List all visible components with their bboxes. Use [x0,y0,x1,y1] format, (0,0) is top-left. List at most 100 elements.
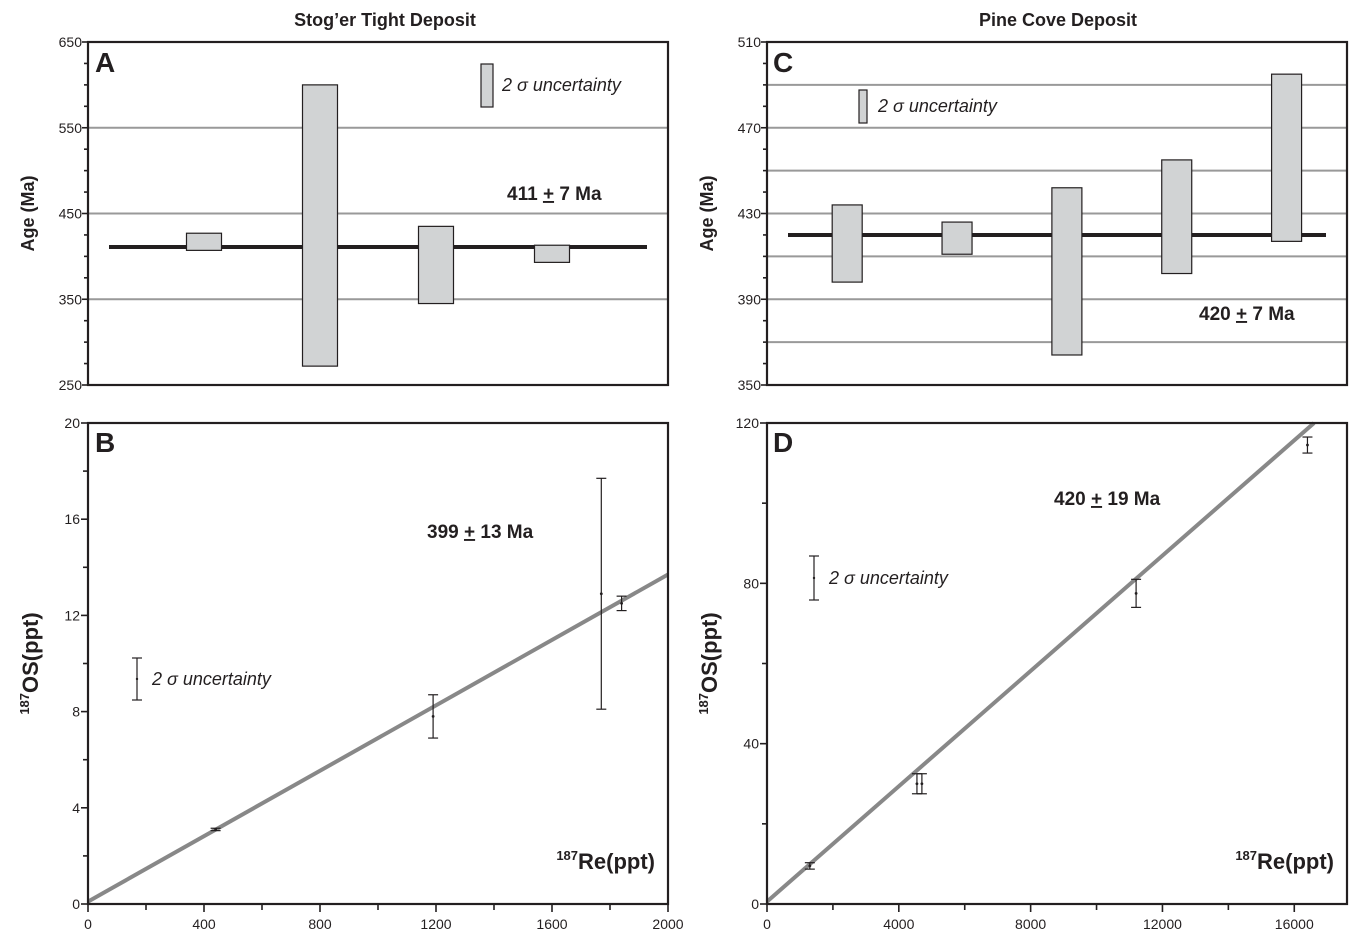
panel-label-D: D [773,427,793,458]
x-label-superscript: 187 [1235,848,1257,863]
ytick-label: 350 [59,291,83,307]
data-marker [1306,443,1309,447]
x-axis-label-D: 187Re(ppt) [1235,848,1334,874]
age-range-bar-A-1 [301,84,339,367]
panel-c: 350 390 430 470 510 C Age (Ma) 2 σ uncertainty 4… [697,34,1349,393]
xtick-label: 2000 [652,916,683,932]
age-range-bar-A-0 [185,232,223,251]
plot-frame-B [86,421,670,906]
panel-b: 0 400 800 1200 1600 2000048121620B187OS(ppt)1… [17,415,684,932]
ytick-label: 550 [59,120,83,136]
panel-label-C: C [773,47,793,78]
data-point-B-2 [596,477,607,710]
x-label-superscript: 187 [556,848,578,863]
ytick-label: 12 [64,607,80,623]
xtick-label: 1600 [536,916,567,932]
age-value: 399 [427,522,464,543]
plot-frame-C [765,40,1349,387]
ytick-label: 390 [738,291,762,307]
mean-error: 7 Ma [1247,304,1295,325]
ytick-label: 120 [736,415,760,431]
age-range-bar-A-2 [417,225,455,305]
ytick-label: 8 [72,704,80,720]
plus-minus: + [543,184,554,205]
age-range-bar-C-2 [1051,187,1083,356]
isochron-age-annotation-B: 399 + 13 Ma [427,522,534,543]
data-point-D-1 [911,773,922,795]
data-marker [599,592,603,596]
data-marker [920,782,924,786]
mean-age-annotation-A: 411 + 7 Ma [507,184,602,205]
data-point-B-3 [616,595,627,612]
data-point-D-0 [804,862,815,870]
uncertainty-label: 2 σ uncertainty [877,96,998,116]
uncertainty-bar-icon [480,63,494,108]
ytick-label: 40 [743,736,759,752]
plot-frame-A [86,40,670,387]
data-marker [620,601,623,605]
plot-frame-D [765,421,1349,906]
x-axis-label-B: 187Re(ppt) [556,848,655,874]
data-point-D-2 [916,773,927,795]
ytick-label: 16 [64,511,80,527]
age-error: 19 Ma [1102,489,1161,510]
panel-a: 250 350 450 550 650 A Age (Ma) 2 σ uncertainty 4… [18,34,670,393]
xtick-label: 0 [763,916,771,932]
ytick-label: 510 [738,34,762,50]
xtick-label: 4000 [883,916,914,932]
x-label-unit: (ppt) [606,849,655,874]
panel-d: 0 4000 8000 12000 1600004080120D187OS(ppt)18… [696,415,1349,932]
mean-age-annotation-C: 420 + 7 Ma [1199,304,1295,325]
ytick-label: 450 [59,206,83,222]
panel-label-A: A [95,47,115,78]
y-axis-label-C: Age (Ma) [697,175,717,251]
xtick-label: 1200 [420,916,451,932]
xtick-label: 800 [308,916,332,932]
age-range-bar-C-1 [941,221,973,255]
xtick-label: 16000 [1275,916,1314,932]
ytick-label: 20 [64,415,80,431]
plus-minus: + [1236,304,1247,325]
data-point-D-4 [1302,436,1313,454]
uncertainty-legend-C: 2 σ uncertainty [858,89,998,124]
data-marker [915,782,919,786]
data-point-D-3 [1131,578,1142,608]
age-range-bar-C-3 [1161,159,1193,275]
plus-minus: + [464,522,475,543]
ytick-label: 80 [743,575,759,591]
y-axis-label-D: 187OS(ppt) [696,612,722,714]
y-label-symbol: OS [697,661,722,693]
xtick-label: 400 [192,916,216,932]
uncertainty-bar-icon [858,89,868,124]
uncertainty-label: 2 σ uncertainty [501,75,622,95]
x-label-symbol: Re [578,849,606,874]
age-range-bar-C-0 [831,204,863,283]
ytick-label: 0 [72,896,80,912]
ytick-label: 4 [72,800,80,816]
mean-error: 7 Ma [554,184,602,205]
uncertainty-legend-B: 2 σ uncertainty [132,657,272,701]
ytick-label: 430 [738,206,762,222]
age-error: 13 Ma [475,522,534,543]
mean-value: 411 [507,184,543,205]
data-marker [214,828,218,831]
y-label-superscript: 187 [696,693,711,715]
y-axis-label-B: 187OS(ppt) [17,612,43,714]
isochron-fit-line-D [765,421,1316,904]
x-label-unit: (ppt) [1285,849,1334,874]
uncertainty-label: 2 σ uncertainty [828,568,949,588]
x-label-symbol: Re [1257,849,1285,874]
y-label-unit: (ppt) [697,612,722,661]
xtick-label: 8000 [1015,916,1046,932]
data-point-B-1 [428,694,439,739]
data-point-B-0 [210,827,221,832]
uncertainty-label: 2 σ uncertainty [151,669,272,689]
uncertainty-marker [812,576,816,580]
plus-minus: + [1091,489,1102,510]
ytick-label: 470 [738,120,762,136]
y-label-superscript: 187 [17,693,32,715]
uncertainty-legend-A: 2 σ uncertainty [480,63,622,108]
isochron-fit-line-B [87,572,669,904]
mean-value: 420 [1199,304,1236,325]
